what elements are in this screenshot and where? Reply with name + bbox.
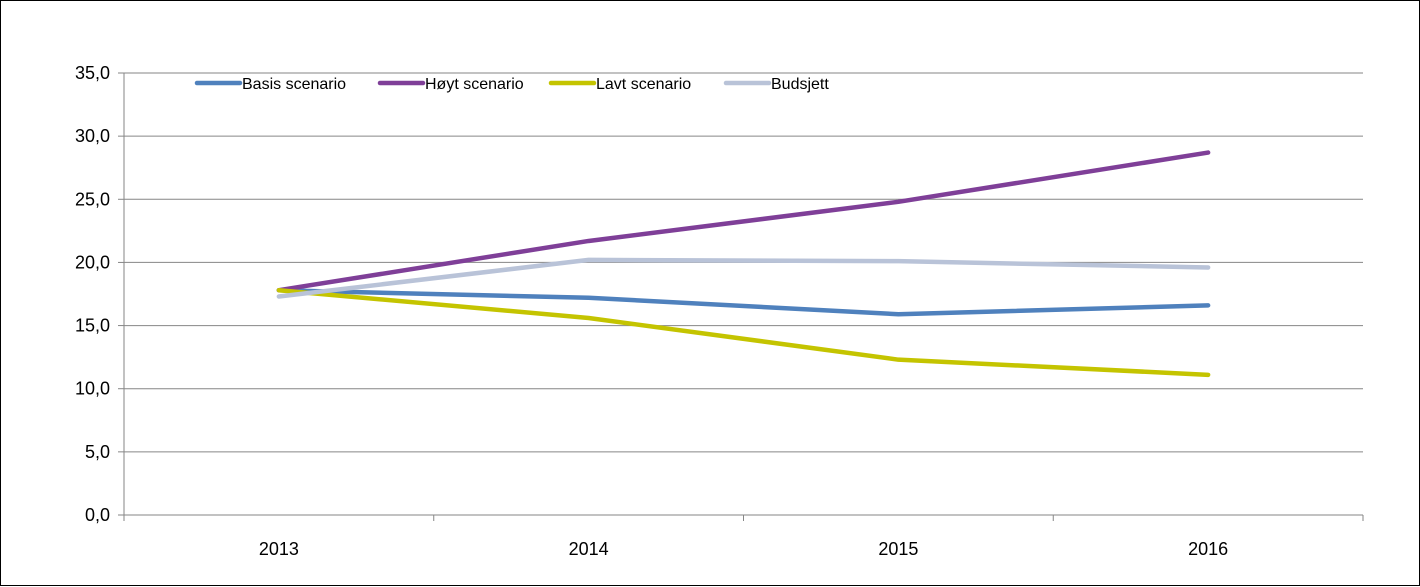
gridlines <box>124 72 1363 453</box>
legend-label: Budsjett <box>771 76 829 93</box>
series-line-høyt-scenario <box>276 150 1211 293</box>
legend-item: Budsjett <box>723 76 829 93</box>
legend: Basis scenario Høyt scenario Lavt scenario… <box>194 76 829 93</box>
legend-label: Lavt scenario <box>596 76 691 93</box>
y-tick-label: 15,0 <box>75 316 110 336</box>
y-tick-label: 10,0 <box>75 379 110 399</box>
legend-label: Basis scenario <box>242 76 346 93</box>
legend-label: Høyt scenario <box>425 76 524 93</box>
x-tick-label: 2013 <box>259 539 299 559</box>
series-line-budsjett <box>276 257 1211 299</box>
y-tick-label: 30,0 <box>75 126 110 146</box>
series-line-basis-scenario <box>276 287 1211 317</box>
y-tick-label: 20,0 <box>75 252 110 272</box>
axes: 0,0 5,0 10,0 15,0 20,0 25,0 30,0 35,0 2013 2014 20… <box>75 63 1364 559</box>
series-lines <box>276 150 1211 378</box>
x-tick-label: 2015 <box>878 539 918 559</box>
y-tick-label: 25,0 <box>75 189 110 209</box>
y-tick-label: 5,0 <box>85 442 110 462</box>
legend-item: Høyt scenario <box>377 76 524 93</box>
series-line-lavt-scenario <box>276 287 1211 378</box>
y-tick-label: 35,0 <box>75 63 110 83</box>
y-tick-label: 0,0 <box>85 505 110 525</box>
x-tick-label: 2016 <box>1188 539 1228 559</box>
x-tick-label: 2014 <box>569 539 609 559</box>
legend-item: Basis scenario <box>194 76 346 93</box>
legend-item: Lavt scenario <box>548 76 691 93</box>
